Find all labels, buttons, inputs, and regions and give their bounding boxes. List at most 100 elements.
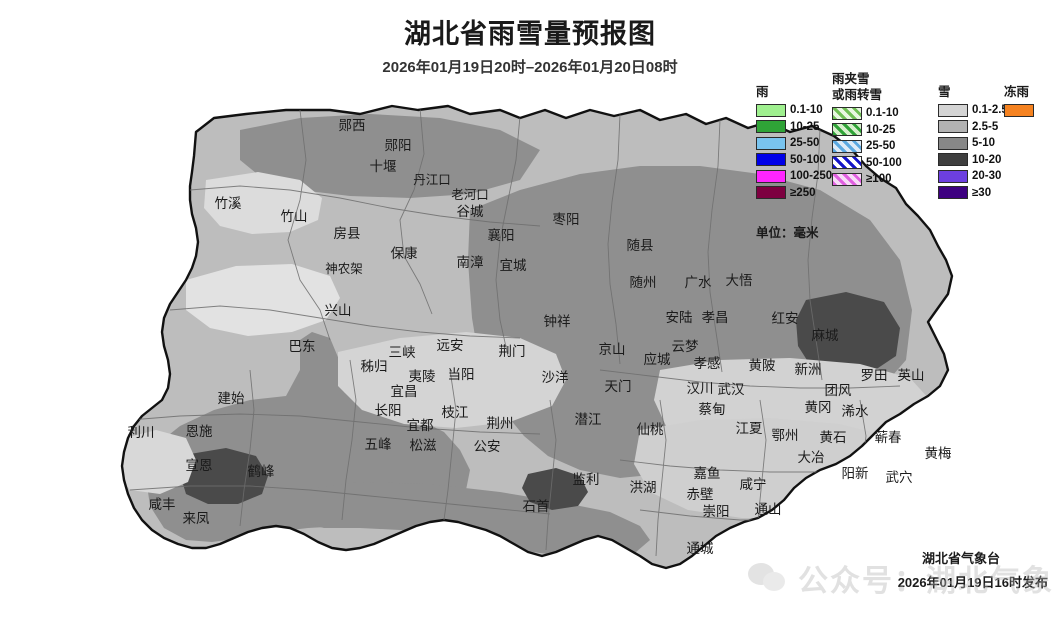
page-title: 湖北省雨雪量预报图 xyxy=(404,19,656,49)
city-label: 兴山 xyxy=(325,303,352,318)
legend-header-sleet-line2: 或雨转雪 xyxy=(832,88,883,102)
city-label: 汉川 xyxy=(687,381,714,396)
legend-item-snow-2: 5-10 xyxy=(938,135,1008,152)
legend-swatch xyxy=(938,153,968,167)
map-svg: 郧西郧阳十堰丹江口老河口谷城竹溪竹山房县保康神农架襄阳枣阳随县随州 广水 大悟南漳宜… xyxy=(120,104,954,570)
legend-swatch xyxy=(1004,103,1034,117)
city-label: 宜昌 xyxy=(391,384,418,399)
city-label: 沙洋 xyxy=(542,370,569,385)
zone-5-10-southcentral xyxy=(300,482,650,558)
legend-label: 5-10 xyxy=(972,137,996,150)
zone-5-10-north xyxy=(240,114,540,198)
legend-header-rain: 雨 xyxy=(756,85,769,99)
legend-items-freezing-rain xyxy=(1004,102,1038,119)
city-label: 通山 xyxy=(755,502,782,517)
city-label: 潜江 xyxy=(575,412,602,427)
legend-swatch xyxy=(756,136,786,150)
city-label: 五峰 xyxy=(365,437,392,452)
forecast-period: 2026年01月19日20时–2026年01月20日08时 xyxy=(382,59,678,76)
legend-swatch xyxy=(756,153,786,167)
legend-swatch xyxy=(832,172,862,186)
city-label: 郧阳 xyxy=(385,138,412,153)
legend-items-sleet: 0.1-10 10-25 25-50 50-100 ≥100 xyxy=(832,105,902,188)
city-label: 安陆 xyxy=(666,310,693,325)
city-label: 松滋 xyxy=(410,438,437,453)
city-label: 孝昌 xyxy=(702,310,729,325)
legend-swatch xyxy=(832,123,862,137)
legend: 雨 0.1-10 10-25 25-50 50-100 100-250 ≥250 雨夹雪 … xyxy=(756,73,1056,236)
legend-swatch xyxy=(938,120,968,134)
legend-column-freezing-rain: 冻雨 xyxy=(1004,86,1038,119)
city-label: 恩施 xyxy=(186,424,213,439)
city-label: 夷陵 xyxy=(409,369,436,384)
city-label: 麻城 xyxy=(812,328,840,343)
zone-0_1-2_5-nw xyxy=(204,172,322,234)
legend-header-freezing-rain: 冻雨 xyxy=(1004,85,1030,99)
city-label: 宜城 xyxy=(500,258,528,273)
legend-item-snow-1: 2.5-5 xyxy=(938,119,1008,136)
city-label: 洪湖 xyxy=(630,480,657,495)
legend-item-rain-5: ≥250 xyxy=(756,185,832,202)
city-label: 随县 xyxy=(627,238,654,253)
city-label: 蕲春 xyxy=(875,430,903,445)
legend-label: 2.5-5 xyxy=(972,120,999,133)
legend-label: 0.1-10 xyxy=(790,104,823,117)
city-labels: 郧西郧阳十堰丹江口老河口谷城竹溪竹山房县保康神农架襄阳枣阳随县随州 广水 大悟南漳宜… xyxy=(128,118,952,556)
city-label: 丹江口 xyxy=(413,173,451,187)
legend-header-sleet-line1: 雨夹雪 xyxy=(832,72,870,86)
city-label: 罗田 xyxy=(861,368,888,383)
city-label: 大冶 xyxy=(798,450,825,465)
city-label: 南漳 xyxy=(457,254,484,270)
legend-label: 0.1-10 xyxy=(866,107,899,120)
city-label: 老河口 xyxy=(451,188,489,202)
city-label: 孝感 xyxy=(694,355,721,371)
city-label: 钟祥 xyxy=(544,313,571,329)
city-label: 咸丰 xyxy=(149,497,176,512)
city-label: 武汉 xyxy=(718,382,746,397)
city-label: 鹤峰 xyxy=(248,464,275,479)
legend-item-rain-0: 0.1-10 xyxy=(756,102,832,119)
legend-label: 10-25 xyxy=(866,123,896,136)
legend-swatch xyxy=(756,186,786,200)
city-label: 保康 xyxy=(391,245,418,261)
legend-swatch xyxy=(756,103,786,117)
city-label: 通城 xyxy=(687,541,715,556)
legend-label: ≥30 xyxy=(972,186,992,199)
city-label: 嘉鱼 xyxy=(694,465,721,481)
legend-label: 50-100 xyxy=(790,153,826,166)
city-label: 公安 xyxy=(474,439,501,454)
city-label: 京山 xyxy=(599,342,626,357)
legend-item-rain-4: 100-250 xyxy=(756,168,832,185)
city-label: 阳新 xyxy=(842,466,869,481)
legend-swatch xyxy=(938,136,968,150)
legend-label: ≥100 xyxy=(866,173,892,186)
city-label: 黄梅 xyxy=(925,446,952,461)
city-label: 英山 xyxy=(898,367,925,383)
legend-item-sleet-1: 10-25 xyxy=(832,122,902,139)
legend-swatch xyxy=(938,103,968,117)
legend-label: 25-50 xyxy=(866,140,896,153)
city-label: 宜都 xyxy=(407,418,434,433)
issuer-name: 湖北省气象台 xyxy=(921,551,1000,566)
city-label: 利川 xyxy=(128,425,155,440)
city-label: 赤壁 xyxy=(687,487,714,502)
city-label: 房县 xyxy=(334,226,361,241)
city-label: 监利 xyxy=(573,472,600,487)
legend-label: 25-50 xyxy=(790,137,820,150)
zone-10-20-s xyxy=(522,468,588,510)
legend-item-snow-4: 20-30 xyxy=(938,168,1008,185)
legend-item-sleet-3: 50-100 xyxy=(832,155,902,172)
legend-label: 0.1-2.5 xyxy=(972,104,1008,117)
city-label: 枝江 xyxy=(442,405,469,420)
city-label: 大悟 xyxy=(726,273,753,288)
city-label: 巴东 xyxy=(289,339,316,354)
city-label: 云梦 xyxy=(672,339,700,354)
city-label: 枣阳 xyxy=(553,212,580,227)
city-label: 当阳 xyxy=(448,367,475,382)
city-label: 随州 xyxy=(630,275,657,290)
city-label: 荆州 xyxy=(487,416,514,431)
city-label: 江夏 xyxy=(736,421,764,436)
city-label: 团风 xyxy=(825,383,853,398)
city-label: 长阳 xyxy=(375,403,402,418)
city-label: 天门 xyxy=(605,379,632,394)
